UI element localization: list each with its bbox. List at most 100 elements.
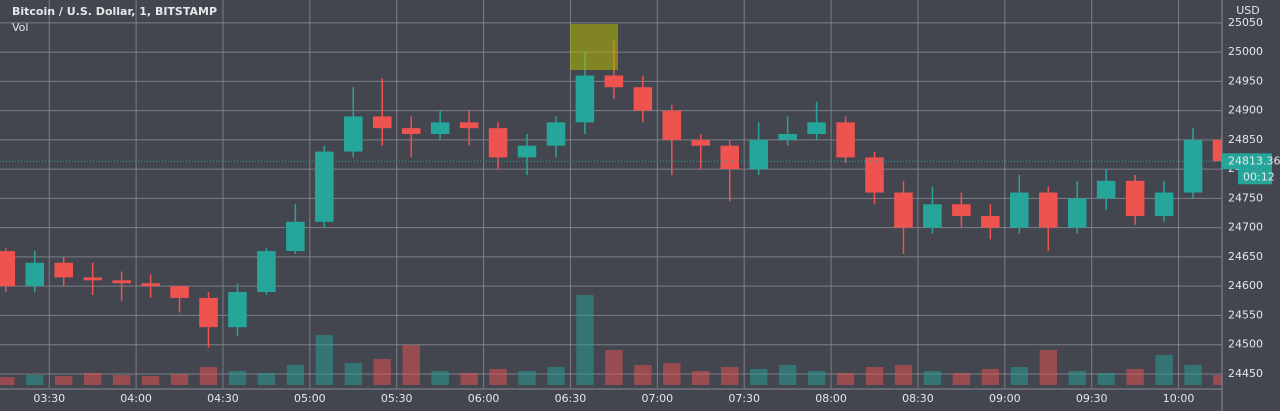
candle-body <box>778 134 797 140</box>
volume-bar <box>836 373 855 385</box>
y-tick-label: 24650 <box>1228 250 1263 263</box>
volume-bar <box>199 367 218 385</box>
y-tick-label: 24850 <box>1228 133 1263 146</box>
candle-body <box>488 128 508 158</box>
candle-body <box>430 122 450 135</box>
x-tick-label: 03:30 <box>33 392 65 405</box>
volume-bar <box>170 374 189 385</box>
candle-body <box>749 139 768 170</box>
volume-bar <box>257 373 276 385</box>
volume-bar <box>489 369 507 385</box>
x-tick-label: 10:00 <box>1163 392 1195 405</box>
y-tick-label: 24950 <box>1228 74 1263 87</box>
volume-bar <box>1039 350 1057 385</box>
volume-bar <box>576 295 594 385</box>
x-tick-label: 08:00 <box>815 392 847 405</box>
volume-bar <box>83 373 102 385</box>
volume-bar <box>344 363 362 385</box>
volume-bar <box>1097 373 1115 385</box>
candle-body <box>54 262 73 278</box>
candle-body <box>1212 139 1222 162</box>
candle-body <box>372 116 392 129</box>
candle-body <box>286 221 305 252</box>
x-tick-label: 07:30 <box>728 392 760 405</box>
x-tick-label: 04:30 <box>207 392 239 405</box>
volume-bar <box>692 371 710 385</box>
currency-label: USD <box>1236 4 1260 17</box>
candle-body <box>720 145 739 170</box>
candle-body <box>401 128 421 135</box>
countdown-tag <box>1238 169 1272 185</box>
volume-bar <box>26 375 44 385</box>
y-tick-label: 24500 <box>1228 338 1263 351</box>
candle-body <box>257 251 276 293</box>
x-tick-label: 09:30 <box>1076 392 1108 405</box>
volume-bar <box>1010 367 1028 385</box>
volume-bar <box>923 371 942 385</box>
volume-bar <box>778 365 797 385</box>
volume-bar <box>55 376 73 385</box>
volume-bar <box>228 371 247 385</box>
candle-body <box>865 157 884 193</box>
volume-bar <box>518 371 536 385</box>
candle-body <box>228 292 247 328</box>
x-tick-label: 07:00 <box>641 392 673 405</box>
x-tick-label: 06:00 <box>468 392 500 405</box>
candle-body <box>1154 192 1174 216</box>
volume-bar <box>141 376 160 385</box>
candle-body <box>1125 180 1145 216</box>
candle-body <box>807 122 826 135</box>
y-tick-label: 24450 <box>1228 367 1263 380</box>
grid <box>0 0 1222 388</box>
candles <box>0 40 1222 348</box>
candle-body <box>0 251 16 287</box>
volume-bar <box>634 365 652 385</box>
candle-body <box>1038 192 1058 228</box>
candle-body <box>517 145 537 158</box>
volume-bar <box>373 359 391 385</box>
candle-body <box>952 204 971 216</box>
volume-bar <box>0 377 15 385</box>
volume-bar <box>431 371 449 385</box>
candle-body <box>112 280 131 284</box>
volume-bar <box>894 365 913 385</box>
volume-pane <box>0 295 1222 385</box>
x-tick-label: 09:00 <box>989 392 1021 405</box>
candle-body <box>923 204 942 228</box>
candle-body <box>894 192 913 228</box>
last-price-tag <box>1222 153 1272 170</box>
volume-label: Vol <box>12 21 28 34</box>
x-tick-label: 04:00 <box>120 392 152 405</box>
x-tick-label: 06:30 <box>555 392 587 405</box>
y-tick-label: 24700 <box>1228 221 1263 234</box>
candle-body <box>141 283 160 287</box>
volume-bar <box>807 371 826 385</box>
candle-body <box>199 297 218 328</box>
x-tick-label: 05:30 <box>381 392 413 405</box>
candle-body <box>604 75 624 88</box>
axes: 2445024500245502460024650247002475024800… <box>33 16 1280 405</box>
y-tick-label: 25050 <box>1228 16 1263 29</box>
volume-bar <box>1126 369 1144 385</box>
y-tick-label: 24600 <box>1228 279 1263 292</box>
volume-bar <box>315 335 334 385</box>
volume-bar <box>1213 375 1222 385</box>
last-price-label: 24813.36 <box>1228 154 1280 167</box>
candle-body <box>662 110 682 140</box>
candle-body <box>575 75 595 123</box>
volume-bar <box>749 369 768 385</box>
candle-body <box>1010 192 1029 228</box>
volume-bar <box>547 367 565 385</box>
highlight-box <box>570 24 618 70</box>
x-tick-label: 08:30 <box>902 392 934 405</box>
chart-title: Bitcoin / U.S. Dollar, 1, BITSTAMP <box>12 5 217 18</box>
candle-body <box>344 116 363 152</box>
candle-body <box>633 87 653 111</box>
y-tick-label: 24900 <box>1228 104 1263 117</box>
candle-body <box>83 277 102 281</box>
volume-bar <box>1068 371 1086 385</box>
y-tick-label: 24550 <box>1228 308 1263 321</box>
